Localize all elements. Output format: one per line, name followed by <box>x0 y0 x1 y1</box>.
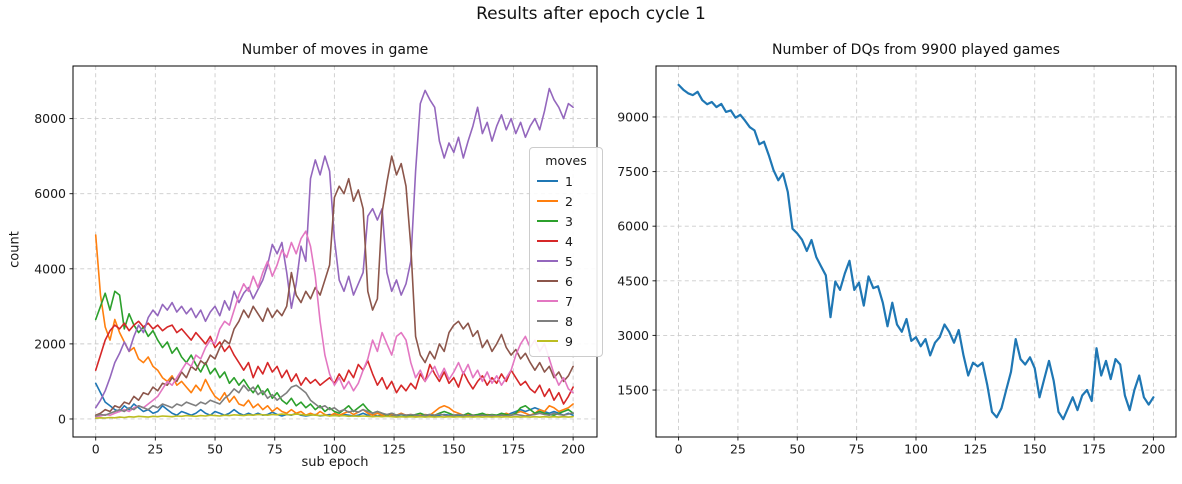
y-tick-label: 1500 <box>617 383 649 398</box>
series-line-8 <box>94 384 574 417</box>
legend-swatch-3 <box>537 219 558 223</box>
series-line-7 <box>94 230 574 418</box>
legend-swatch-4 <box>537 239 558 243</box>
y-tick-label: 4000 <box>34 261 66 276</box>
x-tick-label: 0 <box>92 442 100 457</box>
series-line-5 <box>94 87 574 409</box>
legend-label: 5 <box>565 253 573 269</box>
dqs-chart: 0 25 50 75 100 125 150 175 200 1500 3000 4500 6000 75… <box>617 65 1177 457</box>
y-tick-label: 6000 <box>617 219 649 234</box>
legend-swatch-7 <box>537 299 558 303</box>
x-tick-label: 75 <box>267 442 283 457</box>
x-tick-label: 175 <box>502 442 526 457</box>
legend-item: 4 <box>537 231 595 251</box>
legend-swatch-8 <box>537 319 558 323</box>
x-tick-label: 100 <box>904 442 928 457</box>
x-tick-label: 75 <box>849 442 865 457</box>
moves-chart-title: Number of moves in game <box>241 42 429 58</box>
y-tick-label: 0 <box>58 411 66 426</box>
legend-label: 7 <box>565 293 573 309</box>
legend-label: 2 <box>565 193 573 209</box>
legend-item: 1 <box>537 171 595 191</box>
series-line-9 <box>94 413 574 420</box>
x-tick-label: 0 <box>675 442 683 457</box>
x-tick-label: 125 <box>382 442 406 457</box>
legend: moves 1 2 3 4 5 6 7 8 9 <box>529 147 603 357</box>
x-tick-label: 150 <box>442 442 466 457</box>
legend-swatch-2 <box>537 199 558 203</box>
x-tick-label: 25 <box>147 442 163 457</box>
legend-item: 6 <box>537 271 595 291</box>
legend-label: 6 <box>565 273 573 289</box>
x-tick-label: 100 <box>322 442 346 457</box>
legend-title: moves <box>545 153 587 168</box>
moves-chart-ylabel: count <box>7 231 23 268</box>
legend-label: 3 <box>565 213 573 229</box>
legend-swatch-5 <box>537 259 558 263</box>
y-tick-label: 9000 <box>617 109 649 124</box>
y-tick-label: 4500 <box>617 273 649 288</box>
x-tick-label: 200 <box>561 442 585 457</box>
x-tick-label: 175 <box>1082 442 1106 457</box>
y-tick-label: 8000 <box>34 111 66 126</box>
x-tick-label: 50 <box>789 442 805 457</box>
legend-label: 1 <box>565 173 573 189</box>
x-tick-label: 25 <box>730 442 746 457</box>
y-tick-label: 7500 <box>617 164 649 179</box>
series-line-DQs <box>677 83 1155 421</box>
legend-label: 8 <box>565 313 573 329</box>
figure-suptitle: Results after epoch cycle 1 <box>476 4 706 24</box>
legend-item: 9 <box>537 331 595 351</box>
legend-item: 3 <box>537 211 595 231</box>
legend-label: 4 <box>565 233 573 249</box>
legend-item: 8 <box>537 311 595 331</box>
legend-swatch-6 <box>537 279 558 283</box>
y-tick-label: 6000 <box>34 186 66 201</box>
x-tick-label: 150 <box>1023 442 1047 457</box>
legend-swatch-9 <box>537 339 558 343</box>
x-tick-label: 50 <box>207 442 223 457</box>
y-tick-label: 3000 <box>617 328 649 343</box>
legend-label: 9 <box>565 333 573 349</box>
legend-item: 5 <box>537 251 595 271</box>
legend-item: 2 <box>537 191 595 211</box>
y-tick-label: 2000 <box>34 336 66 351</box>
x-tick-label: 200 <box>1142 442 1166 457</box>
legend-swatch-1 <box>537 179 558 183</box>
x-tick-label: 125 <box>963 442 987 457</box>
legend-item: 7 <box>537 291 595 311</box>
dqs-chart-title: Number of DQs from 9900 played games <box>772 42 1060 58</box>
moves-chart-xlabel: sub epoch <box>301 455 369 470</box>
